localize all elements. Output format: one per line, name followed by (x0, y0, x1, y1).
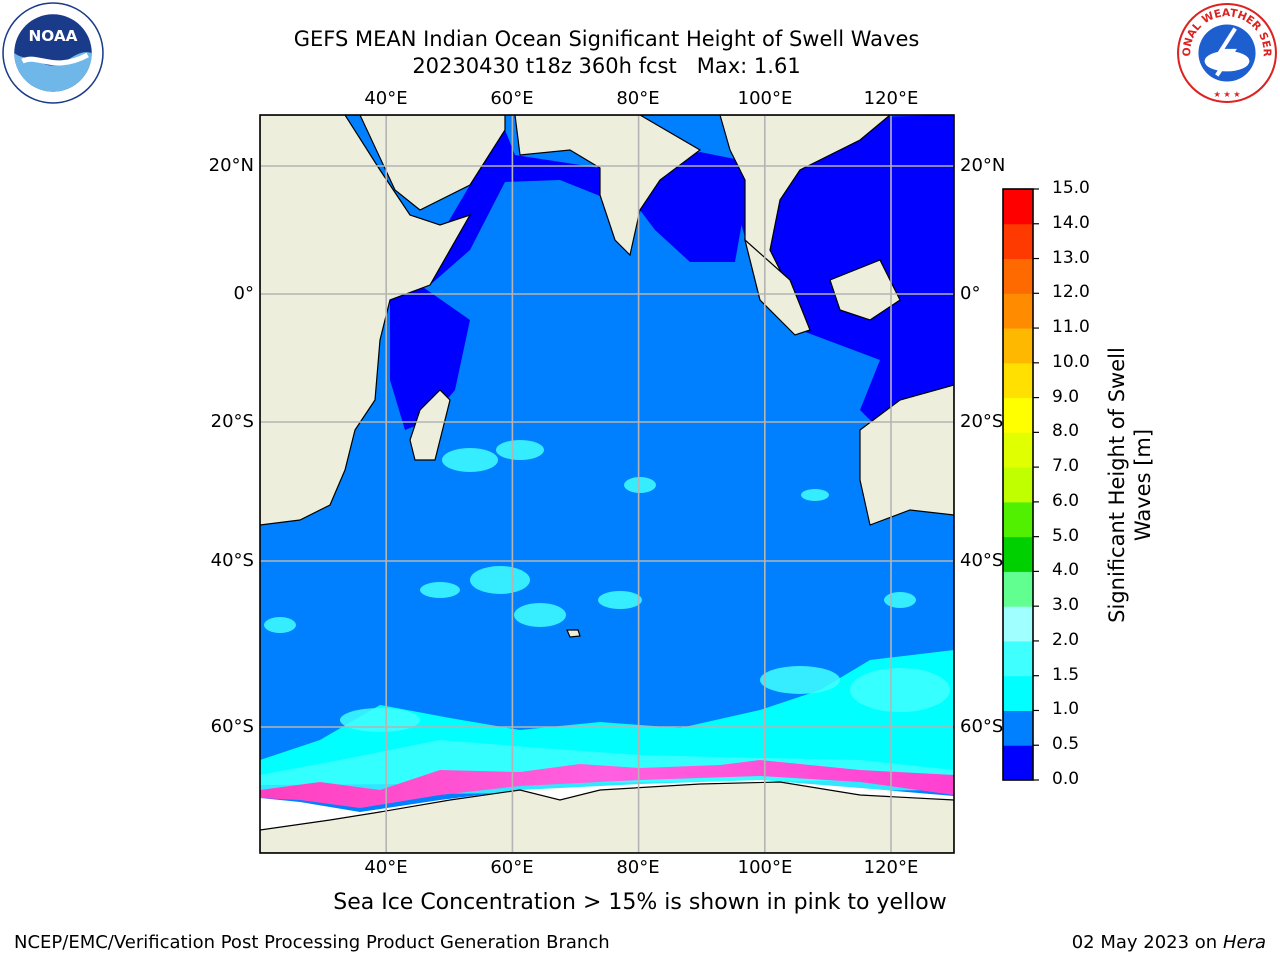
lon-tick-bottom: 60°E (490, 857, 534, 878)
lon-tick-top: 100°E (737, 88, 793, 109)
colorbar-segment (1003, 397, 1033, 433)
colorbar-label: 0.0 (1052, 769, 1080, 789)
noaa-logo: NOAA (2, 2, 104, 104)
colorbar-segment (1003, 571, 1033, 607)
colorbar-segment (1003, 501, 1033, 538)
colorbar-label: 2.0 (1052, 629, 1080, 650)
lon-tick-bottom: 80°E (616, 857, 660, 878)
lat-tick-right: 20°S (960, 411, 1004, 432)
colorbar-label: 8.0 (1052, 421, 1080, 442)
swell-patches (264, 440, 950, 732)
max-value: Max: 1.61 (696, 54, 801, 78)
colorbar-label: 10.0 (1052, 351, 1090, 372)
colorbar-segment (1003, 606, 1033, 642)
lon-tick-bottom: 120°E (863, 857, 919, 878)
lat-tick-right: 40°S (960, 550, 1004, 571)
sumatra (743, 238, 811, 336)
southeast-asia (719, 115, 891, 301)
colorbar-label: 9.0 (1052, 386, 1080, 407)
lon-tick-top: 80°E (616, 88, 660, 109)
lon-tick-bottom: 100°E (737, 857, 793, 878)
colorbar-label: 7.0 (1052, 456, 1080, 477)
australia (859, 384, 954, 526)
arabian-sea-edge (420, 130, 610, 285)
lat-tick-left: 20°S (210, 411, 254, 432)
colorbar-segment (1003, 328, 1033, 364)
lon-tick-top: 40°E (364, 88, 408, 109)
date-stamp: 02 May 2023 on Hera (1071, 932, 1266, 953)
colorbar-segment (1003, 675, 1033, 711)
lat-tick-left: 0° (233, 283, 254, 304)
machine-name: Hera (1222, 932, 1266, 953)
chart-subtitle: 20230430 t18z 360h fcst Max: 1.61 (0, 54, 1213, 78)
lat-tick-left: 60°S (210, 716, 254, 737)
lat-tick-left: 20°N (208, 155, 254, 176)
colorbar-segment (1003, 293, 1033, 329)
lon-tick-bottom: 40°E (364, 857, 408, 878)
chart-title: GEFS MEAN Indian Ocean Significant Heigh… (293, 27, 920, 51)
madagascar (409, 389, 451, 461)
colorbar-segment (1003, 536, 1033, 572)
colorbar-label: 14.0 (1052, 212, 1090, 233)
colorbar-segment (1003, 223, 1033, 260)
forecast-time: 20230430 t18z 360h fcst (412, 54, 677, 78)
colorbar-segment (1003, 258, 1033, 294)
colorbar-label: 12.0 (1052, 282, 1090, 303)
colorbar-label: 5.0 (1052, 525, 1080, 546)
colorbar-label: 3.0 (1052, 595, 1080, 616)
lat-tick-right: 0° (960, 283, 981, 304)
map-border (259, 114, 955, 854)
sea-ice-note: Sea Ice Concentration > 15% is shown in … (333, 890, 947, 915)
colorbar-segment (1003, 467, 1033, 503)
bay-of-bengal-swell (640, 152, 745, 262)
india (514, 115, 702, 257)
colorbar-label: 1.5 (1052, 664, 1080, 685)
lat-tick-right: 60°S (960, 716, 1004, 737)
nws-logo: NATIONAL WEATHER SERVICE ★ ★ ★ (1176, 2, 1277, 103)
sea-ice-edge (260, 760, 954, 808)
colorbar-segment (1003, 362, 1033, 399)
colorbar-label: 15.0 (1052, 178, 1090, 198)
graticule (260, 115, 954, 853)
lat-tick-left: 40°S (210, 550, 254, 571)
svg-text:NOAA: NOAA (28, 27, 77, 45)
colorbar-label: 4.0 (1052, 560, 1080, 581)
colorbar-label: 1.0 (1052, 699, 1080, 720)
east-africa-swell (390, 285, 470, 430)
borneo (829, 259, 901, 321)
colorbar (1002, 188, 1039, 781)
colorbar-border (1002, 188, 1034, 781)
arabia (359, 115, 506, 211)
kerguelen (566, 629, 581, 638)
lon-tick-top: 60°E (490, 88, 534, 109)
colorbar-label: 13.0 (1052, 247, 1090, 268)
colorbar-label: 11.0 (1052, 317, 1090, 338)
lon-tick-top: 120°E (863, 88, 919, 109)
credit-line: NCEP/EMC/Verification Post Processing Pr… (14, 932, 610, 953)
colorbar-segment (1003, 745, 1033, 781)
colorbar-segment (1003, 432, 1033, 468)
svg-text:★ ★ ★: ★ ★ ★ (1213, 89, 1240, 99)
colorbar-label: 0.5 (1052, 734, 1080, 755)
antarctica (260, 781, 954, 853)
colorbar-label: 6.0 (1052, 490, 1080, 511)
lat-tick-right: 20°N (960, 155, 1006, 176)
colorbar-segment (1003, 189, 1033, 225)
colorbar-title: Significant Height of Swell Waves [m] (1105, 347, 1155, 623)
colorbar-segment (1003, 710, 1033, 746)
indonesia-swell (740, 115, 954, 430)
colorbar-segment (1003, 640, 1033, 677)
